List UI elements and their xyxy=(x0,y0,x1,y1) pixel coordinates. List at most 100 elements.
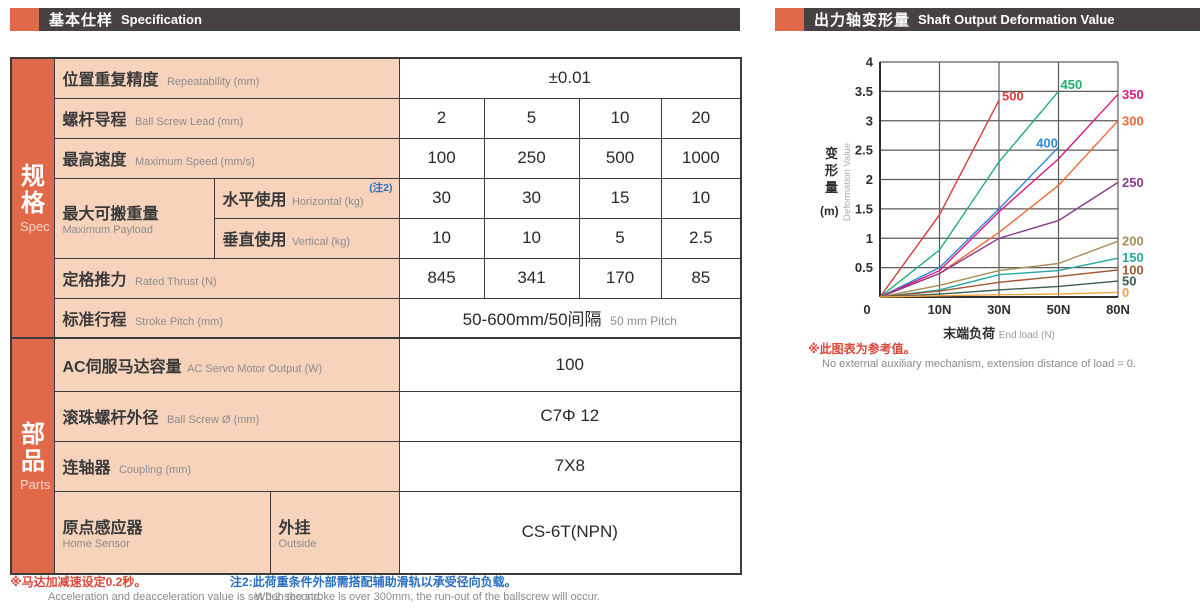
label-thrust-en: Rated Thrust (N) xyxy=(134,276,217,288)
label-vertical-en: Vertical (kg) xyxy=(291,236,351,248)
value-thrust-2: 341 xyxy=(483,257,580,299)
value-lead-2: 5 xyxy=(483,97,580,139)
value-thrust-1: 845 xyxy=(398,257,485,299)
table-row-repeatability: 规格 Spec 位置重复精度 Repeatability (mm) ±0.01 xyxy=(10,57,742,339)
value-servo: 100 xyxy=(398,337,742,392)
value-lead-1: 2 xyxy=(398,97,485,139)
table-row-sensor: 原点感应器 Home Sensor 外挂 Outside CS-6T(NPN) xyxy=(11,490,742,575)
label-speed-en: Maximum Speed (mm/s) xyxy=(134,156,255,168)
svg-text:80N: 80N xyxy=(1106,302,1130,317)
value-screw: C7Φ 12 xyxy=(398,390,742,442)
label-stroke: 标准行程 Stroke Pitch (mm) xyxy=(53,297,400,339)
value-horizontal-3: 15 xyxy=(578,177,662,219)
value-stroke: 50-600mm/50间隔 50 mm Pitch xyxy=(398,297,742,339)
sidebar-spec-cn: 规格 xyxy=(21,162,45,217)
sidebar-parts-cn: 部品 xyxy=(21,420,45,475)
svg-text:0: 0 xyxy=(863,302,870,317)
svg-text:100: 100 xyxy=(1122,263,1144,278)
deformation-header-title-cn: 出力轴变形量 xyxy=(814,12,911,29)
label-stroke-en: Stroke Pitch (mm) xyxy=(134,315,223,328)
svg-text:0: 0 xyxy=(1122,285,1129,300)
table-row-stroke: 标准行程 Stroke Pitch (mm) 50-600mm/50间隔 50 … xyxy=(11,297,742,339)
spec-header-title-cn: 基本仕样 xyxy=(49,12,114,29)
label-coupling-cn: 连轴器 xyxy=(62,460,111,477)
label-lead-en: Ball Screw Lead (mm) xyxy=(134,116,244,128)
table-row-servo: 部品 Parts AC伺服马达容量 AC Servo Motor Output … xyxy=(10,337,742,575)
label-screw-en: Ball Screw Ø (mm) xyxy=(166,414,260,426)
svg-text:2: 2 xyxy=(866,172,873,187)
label-sensor: 原点感应器 Home Sensor xyxy=(53,490,271,575)
value-lead-4: 20 xyxy=(660,97,742,139)
value-vertical-3: 5 xyxy=(578,217,662,259)
table-row-thrust: 定格推力 Rated Thrust (N) 845 341 170 85 xyxy=(11,257,742,299)
svg-text:30N: 30N xyxy=(987,302,1011,317)
label-coupling-en: Coupling (mm) xyxy=(118,464,192,476)
label-screw-cn: 滚珠螺杆外径 xyxy=(62,410,159,427)
header-accent-square xyxy=(775,8,804,31)
svg-text:1: 1 xyxy=(866,231,873,246)
label-lead: 螺杆导程 Ball Screw Lead (mm) xyxy=(53,97,400,139)
svg-text:350: 350 xyxy=(1122,87,1144,102)
value-thrust-3: 170 xyxy=(578,257,662,299)
value-vertical-2: 10 xyxy=(483,217,580,259)
label-horizontal-en: Horizontal (kg) xyxy=(291,196,364,208)
svg-text:50N: 50N xyxy=(1047,302,1071,317)
value-stroke-en: 50 mm Pitch xyxy=(610,314,677,329)
label-sensor-en: Home Sensor xyxy=(62,538,130,551)
value-vertical-4: 2.5 xyxy=(660,217,742,259)
chart-footnote: ※此图表为参考值。 No external auxiliary mechanis… xyxy=(808,342,1136,371)
svg-text:Deformation Value: Deformation Value xyxy=(842,143,853,221)
footnote-motor-cn: ※马达加减速设定0.2秒。 xyxy=(10,575,147,589)
value-coupling: 7X8 xyxy=(398,440,742,492)
svg-text:400: 400 xyxy=(1036,136,1058,151)
deformation-header-bar: 出力轴变形量 Shaft Output Deformation Value xyxy=(804,8,1200,31)
label-servo-en: AC Servo Motor Output (W) xyxy=(187,362,323,375)
svg-text:200: 200 xyxy=(1122,234,1144,249)
header-accent-square xyxy=(10,8,39,31)
label-repeatability: 位置重复精度 Repeatability (mm) xyxy=(53,57,400,99)
chart-footnote-cn: ※此图表为参考值。 xyxy=(808,342,916,356)
svg-text:50: 50 xyxy=(1122,274,1136,289)
value-speed-1: 100 xyxy=(398,137,485,179)
table-row-coupling: 连轴器 Coupling (mm) 7X8 xyxy=(11,440,742,492)
deformation-header-title-en: Shaft Output Deformation Value xyxy=(918,12,1115,27)
label-lead-cn: 螺杆导程 xyxy=(62,112,127,129)
spec-section-header: 基本仕样 Specification xyxy=(10,8,740,31)
label-screw: 滚珠螺杆外径 Ball Screw Ø (mm) xyxy=(53,390,400,442)
svg-text:变: 变 xyxy=(825,146,838,161)
specification-table: 规格 Spec 位置重复精度 Repeatability (mm) ±0.01 … xyxy=(10,57,743,575)
svg-text:量: 量 xyxy=(825,180,838,195)
svg-text:2.5: 2.5 xyxy=(855,143,873,158)
footnote-motor-en: Acceleration and deacceleration value is… xyxy=(48,591,323,603)
value-vertical-1: 10 xyxy=(398,217,485,259)
value-lead-3: 10 xyxy=(578,97,662,139)
table-row-lead: 螺杆导程 Ball Screw Lead (mm) 2 5 10 20 xyxy=(11,97,742,139)
label-speed-cn: 最高速度 xyxy=(62,152,127,169)
label-servo-cn: AC伺服马达容量 xyxy=(62,358,182,376)
label-repeatability-cn: 位置重复精度 xyxy=(62,72,159,90)
svg-text:250: 250 xyxy=(1122,175,1144,190)
label-sensor-cn: 原点感应器 xyxy=(62,520,143,538)
label-speed: 最高速度 Maximum Speed (mm/s) xyxy=(53,137,400,179)
svg-text:500: 500 xyxy=(1002,89,1024,104)
svg-text:(m): (m) xyxy=(820,204,839,218)
footnote-load-cn: 注2:此荷重条件外部需搭配辅助滑轨以承受径向负载。 xyxy=(230,575,517,589)
svg-text:形: 形 xyxy=(825,163,838,178)
value-speed-2: 250 xyxy=(483,137,580,179)
sidebar-spec: 规格 Spec xyxy=(10,57,55,339)
table-row-screw: 滚珠螺杆外径 Ball Screw Ø (mm) C7Φ 12 xyxy=(11,390,742,442)
svg-text:末端负荷 End load (N): 末端负荷 End load (N) xyxy=(942,326,1055,341)
svg-text:3: 3 xyxy=(866,113,873,128)
label-payload-en: Maximum Payload xyxy=(62,224,153,236)
note2-reference: (注2) xyxy=(369,181,393,194)
footnote-load: 注2:此荷重条件外部需搭配辅助滑轨以承受径向负载。 When the strok… xyxy=(230,575,600,604)
label-horizontal-cn: 水平使用 xyxy=(222,192,287,209)
deformation-chart: 0.5 1 1.5 2 2.5 3 3.5 4 0 10N 30N 50N 80N 末端负荷 End lo… xyxy=(820,55,1144,342)
label-payload-cn: 最大可搬重量 xyxy=(62,206,159,223)
sidebar-parts-en: Parts xyxy=(20,476,51,492)
svg-text:4: 4 xyxy=(866,55,874,70)
svg-text:10N: 10N xyxy=(928,302,952,317)
label-outside-en: Outside xyxy=(278,538,317,551)
footnote-motor: ※马达加减速设定0.2秒。 Acceleration and deacceler… xyxy=(10,575,323,604)
table-row-payload-vertical: 垂直使用 Vertical (kg) 10 10 5 2.5 xyxy=(11,217,742,259)
